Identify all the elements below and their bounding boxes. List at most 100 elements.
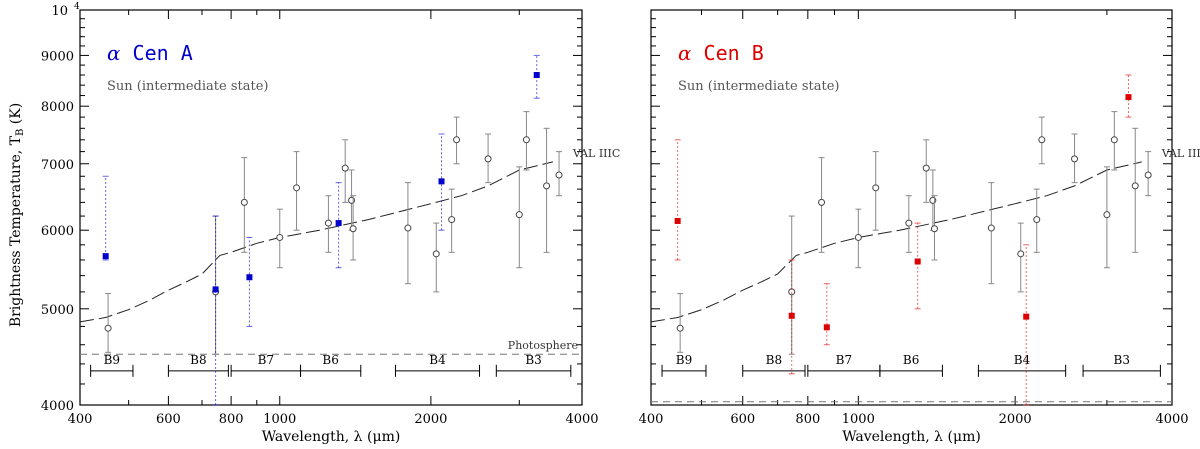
- sun-data-point: [555, 151, 563, 197]
- x-tick-label: 400: [68, 412, 93, 427]
- star-marker: [438, 178, 445, 185]
- sun-data-point: [905, 195, 913, 253]
- title-symbol: α: [678, 41, 692, 65]
- sun-data-point: [872, 151, 880, 231]
- band-b8: B8: [167, 353, 229, 377]
- star-marker: [246, 274, 253, 281]
- band-b9: B9: [661, 353, 707, 377]
- sun-data-point: [1103, 166, 1111, 269]
- sun-marker: [293, 184, 301, 192]
- sun-data-point: [341, 139, 349, 203]
- star-data-point: [823, 283, 830, 346]
- sun-marker: [1038, 136, 1046, 144]
- sun-marker: [276, 233, 284, 241]
- sun-marker: [1131, 182, 1139, 190]
- sun-data-point: [543, 127, 551, 253]
- sun-data-point: [1131, 127, 1139, 253]
- sun-data-point: [324, 195, 332, 253]
- band-b3: B3: [1082, 353, 1161, 377]
- panel-title: α Cen A: [107, 41, 193, 65]
- sun-marker: [448, 216, 456, 224]
- star-data-point: [788, 259, 795, 375]
- sun-subtitle: Sun (intermediate state): [107, 79, 268, 94]
- y-tick-exponent: 4: [74, 2, 80, 12]
- band-label: B8: [766, 353, 782, 367]
- star-data-point: [102, 175, 109, 261]
- sun-marker: [432, 250, 440, 258]
- sun-data-point: [1038, 116, 1046, 165]
- sun-marker: [341, 164, 349, 172]
- sun-data-point: [349, 195, 357, 261]
- sun-data-point: [453, 116, 461, 165]
- sun-data-point: [1071, 133, 1079, 184]
- y-axis-title: Brightness Temperature, TB (K): [8, 103, 26, 327]
- sun-marker: [1144, 171, 1152, 179]
- sun-marker: [1103, 211, 1111, 219]
- sun-data-point: [276, 208, 284, 269]
- x-tick-label: 1000: [263, 412, 296, 427]
- x-tick-label: 400: [639, 412, 664, 427]
- band-b3: B3: [495, 353, 572, 377]
- band-b6: B6: [879, 353, 943, 377]
- panel-title: α Cen B: [678, 41, 764, 65]
- band-label: B7: [836, 353, 852, 367]
- y-tick-label: 4000: [41, 399, 74, 414]
- sun-data-point: [404, 182, 412, 285]
- star-data-point: [1023, 244, 1030, 406]
- x-tick-label: 800: [219, 412, 244, 427]
- sun-data-point: [854, 208, 862, 269]
- sun-data-point: [1033, 188, 1041, 253]
- x-axis-title: Wavelength, λ (μm): [262, 429, 401, 445]
- x-tick-label: 2000: [414, 412, 447, 427]
- band-label: B7: [258, 353, 274, 367]
- sun-marker: [104, 324, 112, 332]
- star-marker: [533, 72, 540, 79]
- y-tick-label: 8000: [41, 100, 74, 115]
- y-tick-label: 9000: [41, 49, 74, 64]
- x-tick-label: 1000: [842, 412, 875, 427]
- sun-marker: [930, 225, 938, 233]
- star-marker: [335, 220, 342, 227]
- band-b6: B6: [300, 353, 362, 377]
- sun-marker: [676, 324, 684, 332]
- sun-marker: [484, 155, 492, 163]
- star-data-point: [246, 236, 253, 327]
- sun-marker: [404, 224, 412, 232]
- sun-marker: [348, 196, 356, 204]
- sun-data-point: [432, 222, 440, 293]
- sun-data-point: [1017, 222, 1025, 293]
- sun-marker: [1071, 155, 1079, 163]
- band-b7: B7: [230, 353, 302, 377]
- star-marker: [102, 253, 109, 260]
- x-tick-label: 600: [156, 412, 181, 427]
- val-iiic-model-curve: [650, 161, 1142, 323]
- sun-marker: [522, 136, 530, 144]
- panel-alpha-cen-a: 400 600 800 1000 2000 4000 4000 5000 6000 7000 800…: [41, 2, 620, 445]
- sun-marker: [515, 211, 523, 219]
- sun-data-point: [448, 188, 456, 253]
- y-tick-label: 7000: [41, 158, 74, 173]
- sun-marker: [555, 171, 563, 179]
- sun-marker: [1033, 216, 1041, 224]
- star-marker: [823, 324, 830, 331]
- sun-marker: [905, 219, 913, 227]
- band-b9: B9: [90, 353, 134, 377]
- star-data-point: [674, 139, 681, 261]
- band-label: B8: [190, 353, 206, 367]
- sun-data-point: [930, 195, 938, 261]
- sun-data-point: [293, 151, 301, 231]
- sun-marker: [349, 225, 357, 233]
- sun-data-point: [522, 111, 530, 171]
- title-text: Cen B: [692, 41, 764, 65]
- sun-data-point: [1144, 151, 1152, 197]
- sun-marker: [1017, 250, 1025, 258]
- y-tick-label: 10: [51, 4, 68, 19]
- star-data-point: [335, 182, 342, 269]
- band-label: B4: [1014, 353, 1031, 367]
- star-marker: [914, 258, 921, 265]
- sun-data-point: [348, 169, 356, 231]
- sun-data-point: [987, 182, 995, 285]
- x-tick-label: 600: [730, 412, 755, 427]
- star-data-point: [914, 222, 921, 310]
